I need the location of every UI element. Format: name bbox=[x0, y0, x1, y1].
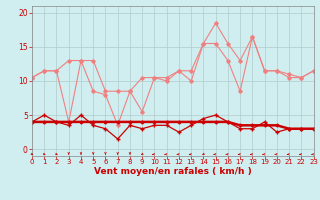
X-axis label: Vent moyen/en rafales ( km/h ): Vent moyen/en rafales ( km/h ) bbox=[94, 167, 252, 176]
